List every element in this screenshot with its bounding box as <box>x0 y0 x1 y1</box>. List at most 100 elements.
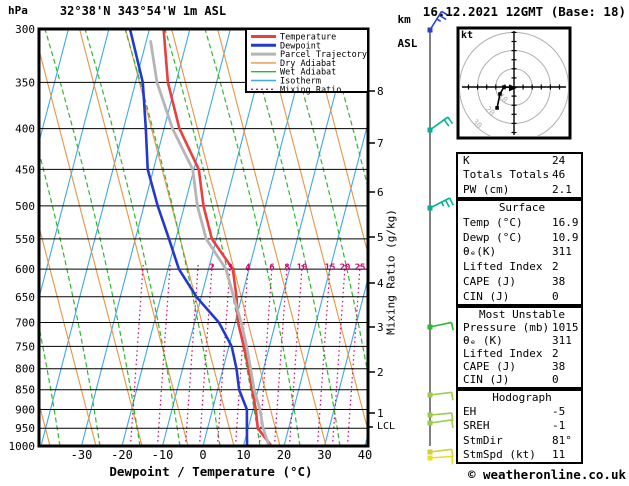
panel-row-label: CAPE (J) <box>463 274 516 288</box>
mixing-ratio-line <box>156 261 171 446</box>
panel-row: SREH -1 <box>458 420 581 432</box>
km-label: km <box>397 13 411 26</box>
panel-row-value: 10.9 <box>552 230 579 244</box>
mixing-ratio-line <box>234 261 249 446</box>
isotherm-line <box>323 276 368 446</box>
pressure-tick-label: 500 <box>15 200 35 213</box>
mixing-ratio-label: 4 <box>245 263 251 273</box>
pressure-tick-label: 750 <box>15 340 35 353</box>
panel-row: CAPE (J) 38 <box>458 361 581 373</box>
panel-row-value: 11 <box>552 447 566 461</box>
panel-row-label: CAPE (J) <box>463 360 516 374</box>
km-tick-label: 3 <box>377 321 384 334</box>
mixing-ratio-line <box>346 261 361 446</box>
km-tick-label: 4 <box>377 277 384 290</box>
mixing-ratio-line <box>198 261 213 446</box>
legend-label: Dewpoint <box>280 41 321 51</box>
panel-row-label: Dewp (°C) <box>463 230 523 244</box>
dry-adiabat-line <box>79 29 189 446</box>
mixing-ratio-label: 20 <box>340 263 351 273</box>
dry-adiabat-line <box>171 29 281 446</box>
km-tick-label: 7 <box>377 137 384 150</box>
pressure-tick-label: 350 <box>15 76 35 89</box>
panel-row: Totals Totals 46 <box>458 169 581 181</box>
panel-row: CAPE (J) 38 <box>458 276 581 288</box>
pressure-tick-label: 850 <box>15 384 35 397</box>
pressure-tick-label: 650 <box>15 291 35 304</box>
panel-row-value: 38 <box>552 274 566 288</box>
panel-row: CIN (J) 0 <box>458 374 581 386</box>
panel-row-label: Pressure (mb) <box>463 320 550 334</box>
mixing-ratio-label: 15 <box>325 263 336 273</box>
mixing-ratio-line <box>331 261 346 446</box>
mixing-ratio-line <box>288 261 303 446</box>
panel-row-value: 311 <box>552 333 572 347</box>
mixing-ratio-line <box>273 261 288 446</box>
altitude-unit-label: km ASL <box>371 2 418 62</box>
panel-section-title: Surface <box>498 201 546 215</box>
legend-label: Mixing Ratio <box>280 85 341 95</box>
panel-row-label: StmSpd (kt) <box>463 447 536 461</box>
mixing-ratio-label: 3 <box>227 263 232 273</box>
panel-row-value: -1 <box>552 419 566 433</box>
temp-tick-label: -30 <box>71 448 93 462</box>
panel-row: K 24 <box>458 155 581 167</box>
isotherm-line <box>283 120 368 446</box>
panel-row: θₑ (K) 311 <box>458 335 581 347</box>
panel-section-title: Hodograph <box>492 391 552 405</box>
wind-barb <box>427 455 454 465</box>
wind-barb <box>427 321 454 331</box>
pressure-tick-label: 450 <box>15 163 35 176</box>
panel-row-label: Temp (°C) <box>463 216 523 230</box>
panel-row-label: CIN (J) <box>463 373 510 387</box>
wind-barb <box>427 448 454 458</box>
curve-temperature <box>162 29 273 446</box>
curve-dewpoint <box>128 29 249 446</box>
panel-row: Dewp (°C) 10.9 <box>458 232 581 244</box>
panel-row: Lifted Index 2 <box>458 261 581 273</box>
isotherm-line <box>161 29 272 446</box>
panel-row-value: -5 <box>552 405 566 419</box>
panel-row-value: 311 <box>552 245 572 259</box>
panel-row-value: 2 <box>552 347 559 361</box>
temp-tick-label: -20 <box>111 448 133 462</box>
panel-row-label: Lifted Index <box>463 260 543 274</box>
panel-row: Pressure (mb) 1015 <box>458 322 581 334</box>
isotherm-line <box>39 29 110 301</box>
wind-barb <box>427 391 454 401</box>
panel-row: EH -5 <box>458 406 581 418</box>
curve-parcel-trajectory <box>149 40 271 446</box>
mixing-ratio-label: 25 <box>355 263 366 273</box>
pressure-tick-label: 550 <box>15 233 35 246</box>
panel-section-title: Most Unstable <box>478 307 566 321</box>
isotherm-line <box>202 29 312 446</box>
isotherm-line <box>39 29 69 145</box>
mixing-ratio-line <box>258 261 273 446</box>
isotherm-line <box>121 29 231 446</box>
hodograph-stats-box: Hodograph EH -5 SREH -1 StmDir 81° StmSpd (kt) 1… <box>456 389 583 464</box>
mixing-ratio-label: 8 <box>284 263 289 273</box>
km-tick-label: 1 <box>377 407 384 420</box>
isotherm-line <box>80 29 191 446</box>
panel-row-label: Lifted Index <box>463 347 543 361</box>
km-tick-label: 8 <box>377 85 384 98</box>
panel-row-label: θₑ (K) <box>463 333 503 347</box>
panel-row-label: EH <box>463 405 477 419</box>
dry-adiabat-line <box>39 47 143 446</box>
temp-tick-label: 10 <box>236 448 250 462</box>
temp-tick-label: 0 <box>199 448 206 462</box>
km-tick-label: 6 <box>377 186 384 199</box>
mixing-ratio-line <box>129 261 144 446</box>
mixing-ratio-line <box>216 261 231 446</box>
panel-row-value: 2 <box>552 260 559 274</box>
hodograph-arrowhead <box>509 84 517 92</box>
panel-row: PW (cm) 2.1 <box>458 184 581 196</box>
pressure-tick-label: 400 <box>15 123 35 136</box>
legend-label: Dry Adiabat <box>280 59 336 69</box>
pressure-tick-label: 300 <box>15 23 35 36</box>
mixing-ratio-axis-label: Mixing Ratio (g/kg) <box>384 209 398 335</box>
panel-row-value: 0 <box>552 289 559 303</box>
